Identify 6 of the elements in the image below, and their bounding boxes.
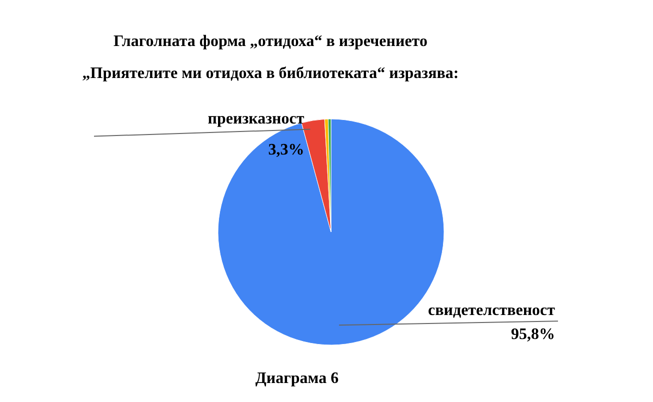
data-label: 95,8%: [511, 326, 555, 344]
slice-label: свидетелственост: [428, 302, 556, 320]
chart-title: Глаголната форма „отидоха“ в изречението „Приятелите ми отидоха в библиотеката“ изразява:: [81, 32, 460, 84]
data-label: 3,3%: [268, 141, 304, 158]
text: Диаграма 6: [254, 370, 340, 388]
slice-label: преизказност: [208, 110, 304, 128]
